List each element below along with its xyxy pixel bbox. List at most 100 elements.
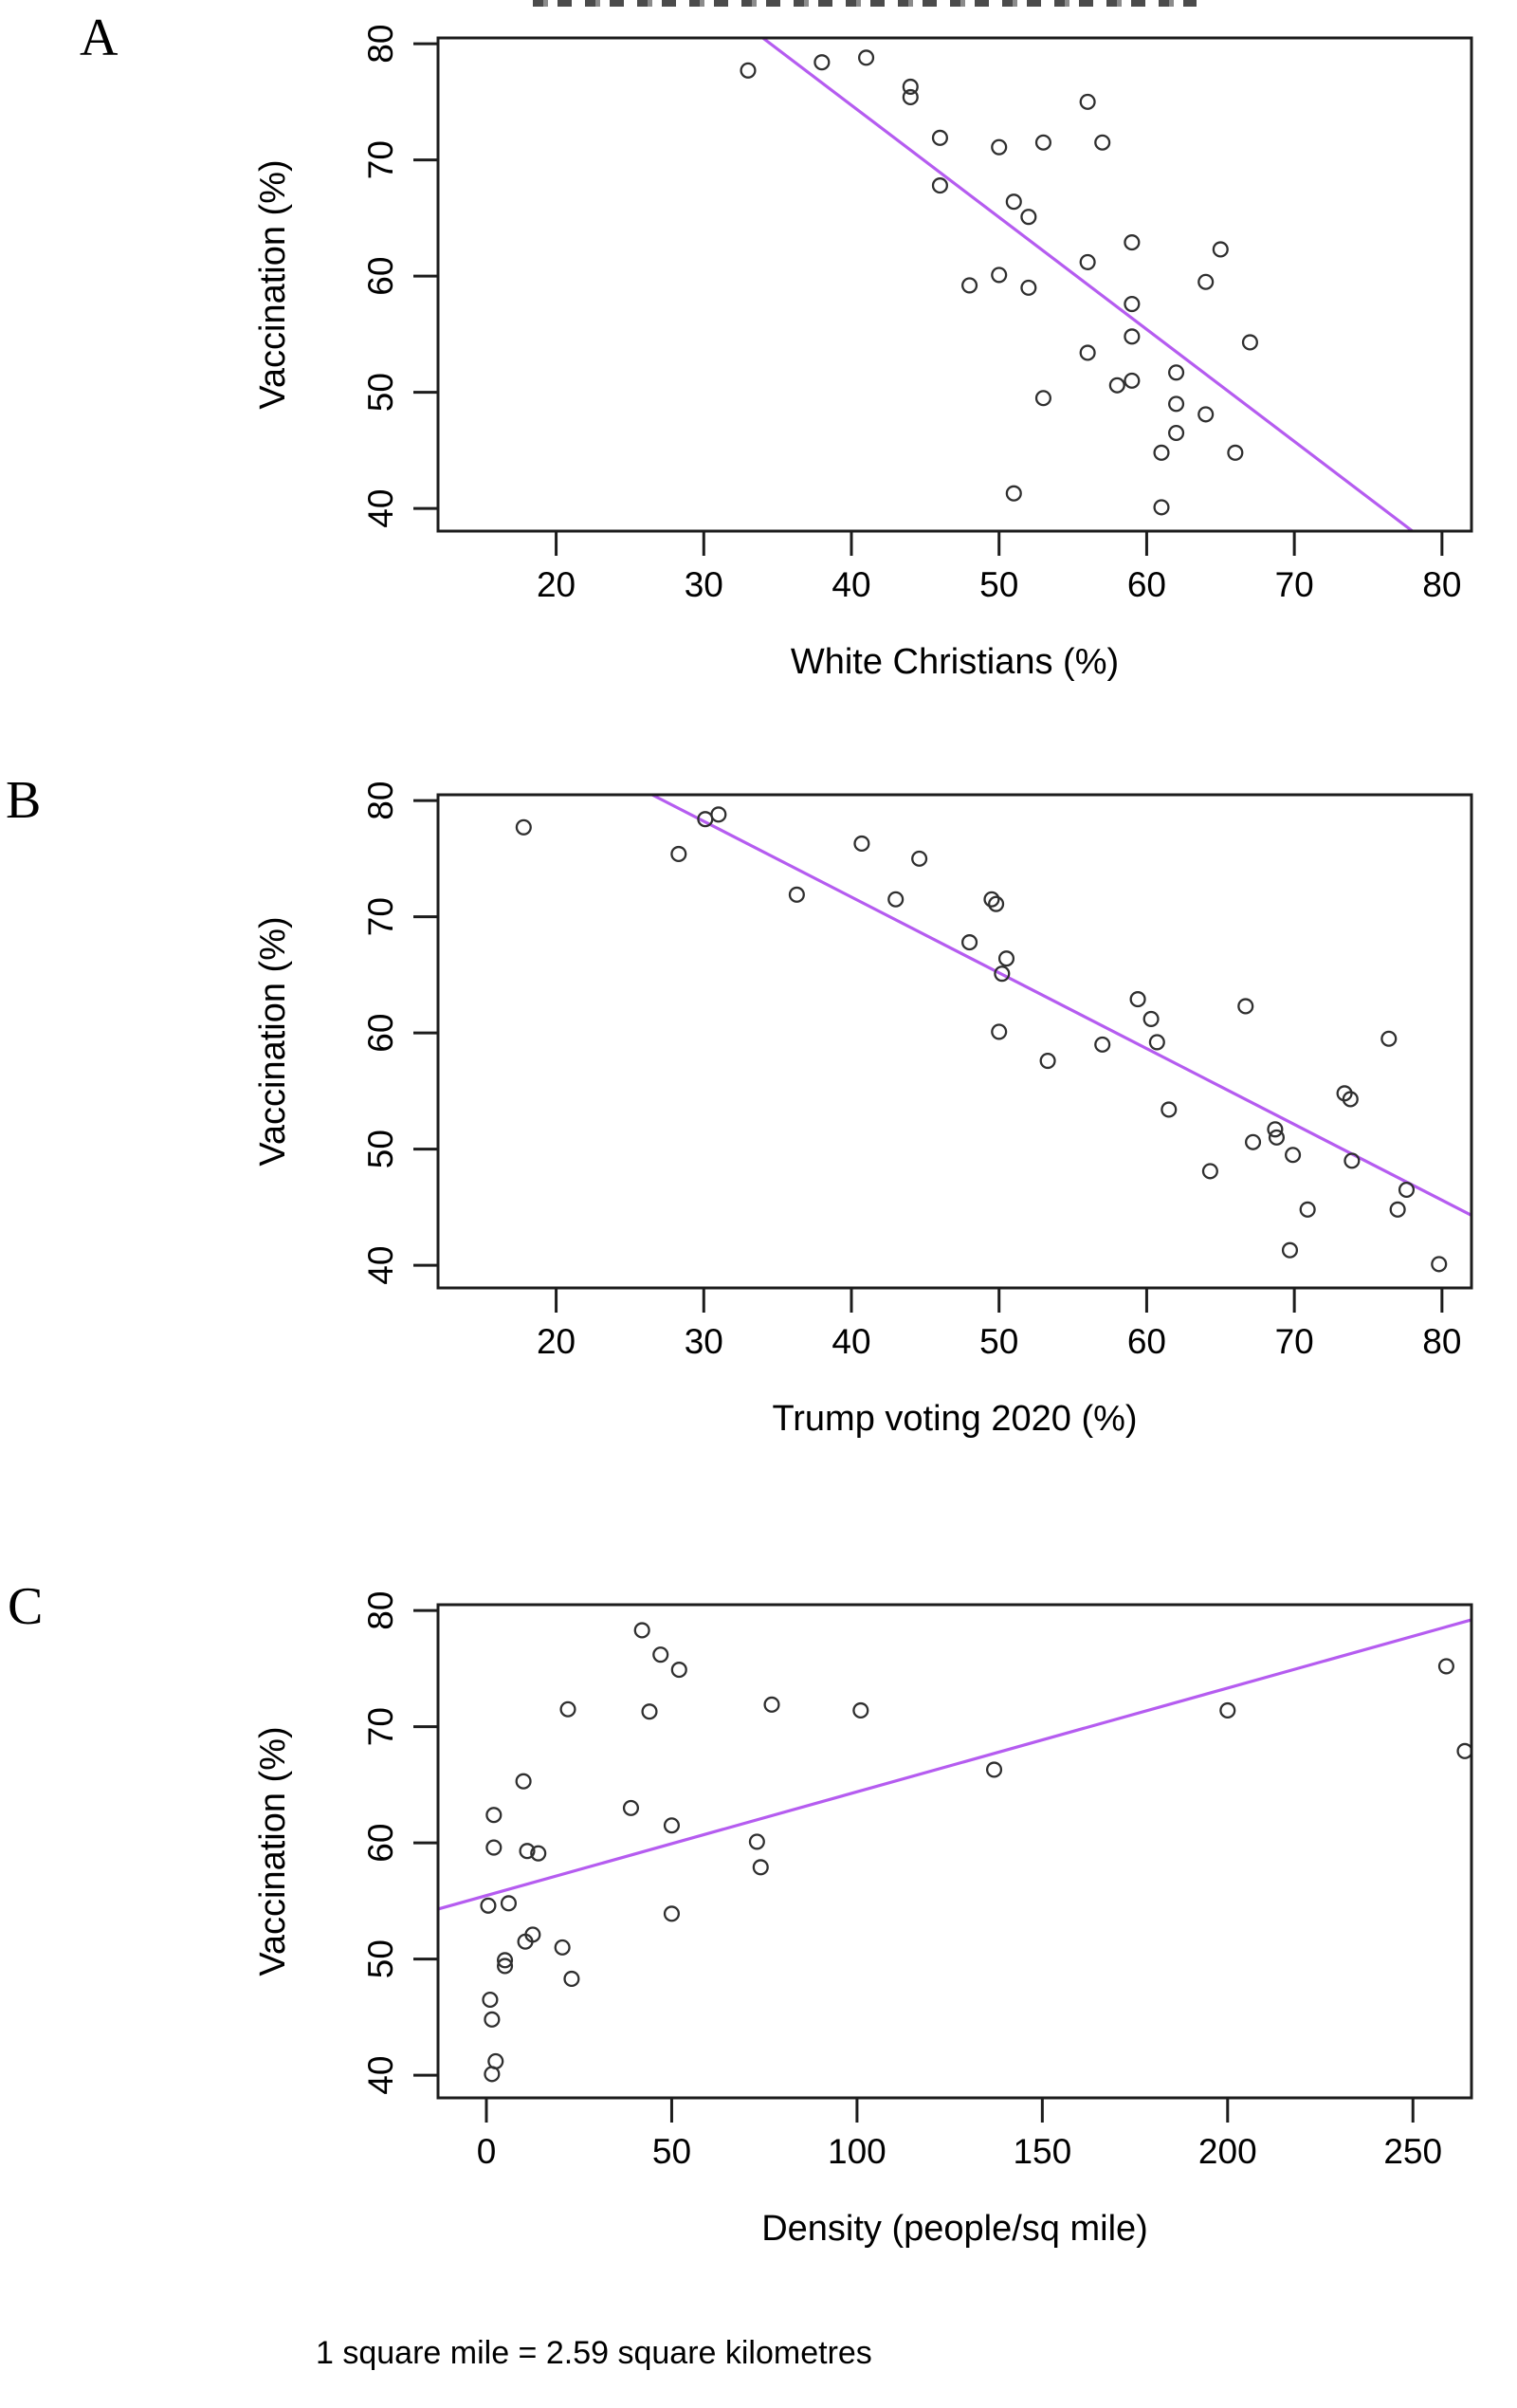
data-point [991,1023,1008,1040]
data-point [788,886,805,903]
x-tick-label: 250 [1383,2132,1442,2171]
data-point [1124,234,1141,251]
data-point [911,850,928,867]
data-point [1168,395,1185,413]
y-axis-title: Vaccination (%) [253,159,293,409]
data-point [763,1696,780,1713]
data-point [663,1817,681,1834]
x-tick-label: 50 [979,1322,1018,1361]
data-point [994,965,1011,983]
data-point [983,891,1000,908]
data-point [1267,1121,1284,1138]
data-point [1079,93,1096,110]
data-point [519,1843,536,1860]
y-tick-label: 40 [361,1246,400,1285]
data-point [1456,1742,1473,1759]
data-point [559,1700,576,1718]
data-point [1342,1091,1359,1108]
x-tick-label: 60 [1127,565,1166,604]
x-axis-title: White Christians (%) [791,642,1119,682]
x-axis-title: Density (people/sq mile) [761,2209,1148,2249]
data-point [530,1845,547,1862]
y-tick-label: 80 [361,781,400,820]
data-point [1197,406,1215,423]
data-point [748,1833,765,1850]
data-point [1094,1036,1111,1053]
data-point [1148,1034,1165,1051]
data-point [1227,444,1244,461]
data-point [1020,209,1037,226]
x-tick-label: 50 [652,2132,691,2171]
data-point [1241,334,1258,351]
data-point [853,835,870,852]
data-point [670,1662,687,1679]
data-point [858,49,875,66]
x-tick-label: 40 [832,565,870,604]
data-point [1142,1010,1160,1027]
data-point [652,1646,669,1664]
x-tick-label: 20 [537,1322,576,1361]
data-point [482,1991,499,2009]
data-point [515,1773,532,1790]
data-point [1039,1052,1056,1070]
panel-c: 0 50 100 150 200 250 40 50 60 70 80 Density (people… [253,1591,1473,2249]
x-tick-label: 50 [979,565,1018,604]
data-point [497,1952,514,1969]
data-point [1124,295,1141,313]
y-tick-label: 80 [361,25,400,64]
data-point [1161,1101,1178,1118]
data-point [1153,444,1170,461]
data-point [1197,273,1215,290]
y-tick-label: 70 [361,140,400,179]
data-point [563,1970,580,1987]
data-point [670,845,687,863]
data-point [1034,390,1051,407]
x-tick-label: 150 [1013,2132,1071,2171]
data-point [1431,1256,1448,1273]
panel-a-label: A [80,9,119,67]
data-point [554,1939,571,1956]
data-point [1094,134,1111,151]
panel-c-label: C [8,1577,44,1636]
data-point [1281,1241,1299,1259]
data-point [484,2011,501,2028]
data-point [991,267,1008,284]
y-axis-title: Vaccination (%) [253,1726,293,1976]
data-point [1268,1129,1286,1146]
x-tick-label: 70 [1275,565,1314,604]
data-point [485,1839,503,1856]
data-point [484,2066,501,2083]
unit-conversion-note: 1 square mile = 2.59 square kilometres [316,2335,872,2371]
data-point [1153,499,1170,516]
data-point [931,177,948,194]
data-point [752,1859,769,1876]
data-point [991,138,1008,156]
data-point [1124,372,1141,389]
data-point [985,1761,1003,1778]
data-point [1380,1030,1398,1047]
data-point [517,1933,534,1950]
trend-line [651,793,1472,1217]
data-point [1108,377,1125,394]
plot-box [436,36,1473,533]
y-tick-label: 70 [361,1707,400,1746]
x-tick-label: 100 [828,2132,886,2171]
data-point [1343,1152,1361,1169]
y-tick-label: 60 [361,257,400,296]
data-point [1005,193,1022,211]
data-point [887,891,905,908]
data-point [1079,253,1096,270]
data-point [852,1701,869,1719]
x-tick-label: 70 [1275,1322,1314,1361]
panel-a: 20 30 40 50 60 70 80 40 50 60 70 80 White Christians… [253,25,1473,682]
data-point [497,1958,514,1975]
data-point [961,277,978,294]
data-point [480,1897,497,1914]
plot-box [436,1603,1473,2100]
y-tick-label: 50 [361,1130,400,1168]
x-tick-label: 30 [685,565,723,604]
data-point [663,1905,681,1922]
data-point [931,129,948,146]
data-point [902,88,919,106]
